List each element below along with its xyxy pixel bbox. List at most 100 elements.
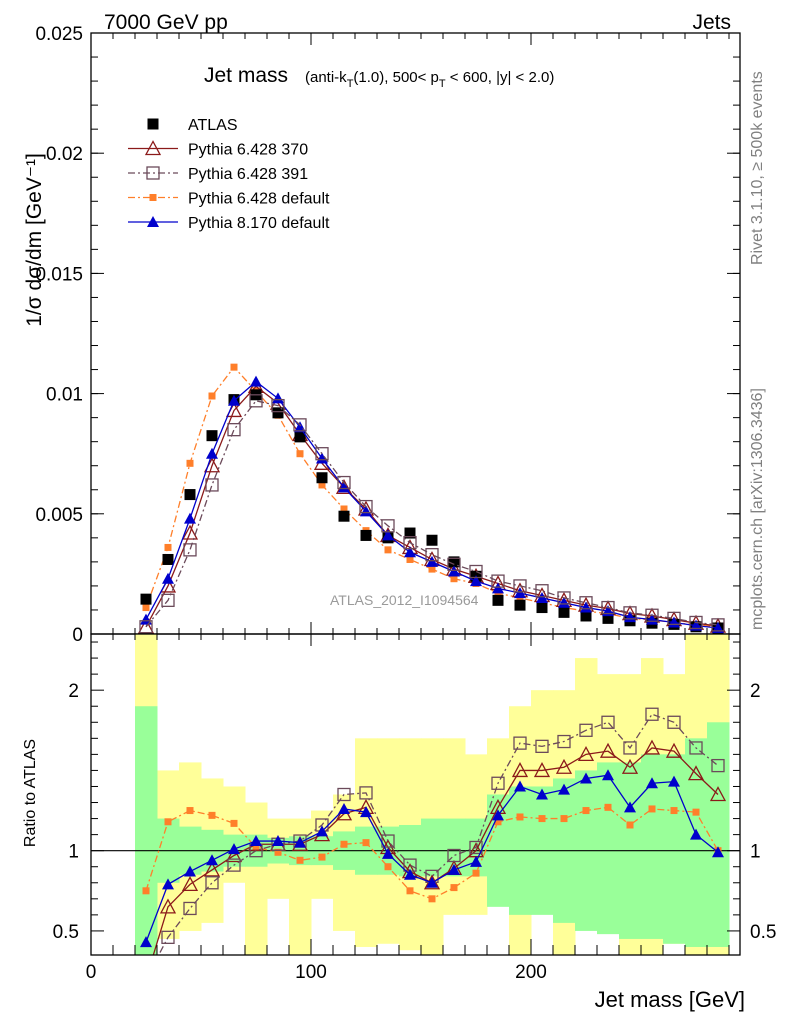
data-point [272,392,284,404]
data-point [186,807,194,815]
data-point [621,758,639,774]
data-point [648,805,656,813]
data-point [447,848,461,863]
data-point [161,930,175,944]
legend-label: ATLAS [188,117,238,134]
main-series [140,375,724,633]
data-point [557,734,571,749]
x-tick-label: 0 [86,962,97,983]
data-point [580,610,592,622]
stat-uncertainty-band [707,722,730,947]
ratio-series [140,769,724,948]
series-line [145,400,719,628]
data-point [146,166,160,180]
x-tick-label: 200 [515,962,547,983]
stat-uncertainty-band [135,706,158,955]
y-tick-label: 0.005 [35,505,83,526]
data-point [272,835,284,847]
data-point [162,572,174,584]
y-tick-label-right: 2 [750,681,761,702]
data-point [381,519,395,533]
data-point [689,741,703,755]
data-point [536,602,548,614]
data-point [384,546,392,554]
data-point [140,593,152,605]
data-point [711,758,725,773]
data-point [513,579,527,593]
data-point [294,836,306,848]
stat-uncertainty-band [641,754,664,939]
data-point [316,825,328,837]
data-point [335,478,353,495]
data-point [645,608,659,622]
data-point [448,556,460,568]
data-point [404,868,416,880]
data-point [514,587,526,599]
data-point [250,835,262,847]
data-point [406,887,414,895]
y-tick-label: 1 [68,842,79,863]
data-point [293,418,307,432]
legend: ATLAS Pythia 6.428 370 Pythia 6.428 391 Pyt… [128,117,330,232]
data-point [149,194,157,201]
data-point [665,742,683,758]
data-point [296,450,304,458]
data-point [249,394,263,408]
ratio-plot-frame [90,633,741,956]
legend-label: Pythia 6.428 370 [188,142,308,159]
mcplots-source-label: mcplots.cern.ch [arXiv:1306.3436] [749,388,766,630]
legend-item: ATLAS [147,117,238,134]
data-point [205,478,219,492]
analysis-id-watermark: ATLAS_2012_I1094564 [330,592,479,608]
stat-uncertainty-band [597,762,620,935]
data-point [492,594,504,606]
data-point [227,858,241,872]
data-point [472,869,480,877]
legend-label: Pythia 6.428 default [188,191,330,208]
data-point [384,863,392,871]
data-point [470,855,482,867]
data-point [692,808,700,816]
data-point [206,430,218,442]
y-tick-label: 0.02 [46,144,83,165]
legend-label: Pythia 6.428 391 [188,166,308,183]
data-point [602,612,614,624]
data-point [159,898,177,914]
data-point [535,584,549,598]
data-point [147,216,159,227]
data-point [162,878,174,890]
data-point [577,746,595,762]
y-tick-label: 0.015 [35,264,83,285]
y-tick-label-right: 1 [750,842,761,863]
data-point [183,901,197,916]
data-point [535,739,549,753]
data-point [599,742,617,758]
data-point [359,786,373,800]
data-point [623,741,637,755]
data-point [140,936,152,948]
y-tick-label: 0.5 [53,922,79,943]
data-point [184,865,196,877]
data-point [623,606,637,620]
data-point [271,398,285,413]
data-point [469,564,483,579]
data-point [516,813,524,821]
data-point [533,762,551,778]
data-point [514,780,526,792]
data-point [228,394,240,406]
ratio-y-axis-label: Ratio to ATLAS [22,739,39,847]
data-point [139,620,153,634]
data-point [340,840,348,848]
data-point [450,575,458,583]
data-point [602,769,614,781]
data-point [604,803,612,811]
data-point [162,553,174,565]
data-point [626,821,634,829]
y-tick-label-right: 0.5 [750,922,776,943]
data-point [362,839,370,847]
data-point [227,423,241,437]
data-point [316,452,328,464]
data-point [426,555,438,567]
data-point [579,723,593,737]
data-point [403,535,417,550]
